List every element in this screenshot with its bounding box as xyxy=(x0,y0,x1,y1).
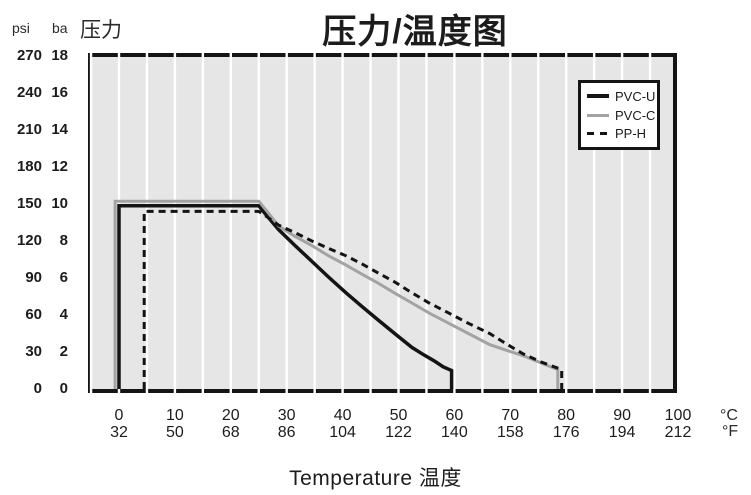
y-axis-unit-psi: psi xyxy=(12,20,30,36)
x-tick-fahrenheit: 50 xyxy=(165,424,184,441)
y-tick-psi: 240 xyxy=(16,84,42,101)
legend-label: PP-H xyxy=(615,126,647,142)
x-tick-fahrenheit: 212 xyxy=(664,424,692,441)
y-axis-title: 压力 xyxy=(80,19,122,42)
x-tick-celsius: 40 xyxy=(333,407,352,424)
x-tick-fahrenheit: 86 xyxy=(277,424,296,441)
y-axis-unit-bar: ba xyxy=(52,20,68,36)
y-tick-bar: 16 xyxy=(51,84,68,101)
y-tick-bar: 18 xyxy=(51,47,68,64)
legend-item-pvc-u: PVC-U xyxy=(587,89,655,104)
y-tick-psi: 120 xyxy=(16,232,42,249)
y-tick-bar: 2 xyxy=(59,343,68,360)
legend: PVC-U PVC-C PP-H xyxy=(578,80,660,150)
y-tick-bar: 10 xyxy=(51,195,68,212)
x-axis-unit-fahrenheit: °F xyxy=(722,423,739,440)
x-tick-celsius: 10 xyxy=(165,407,184,424)
x-tick-fahrenheit: 158 xyxy=(496,424,524,441)
y-tick-psi: 270 xyxy=(16,47,42,64)
y-tick-psi: 0 xyxy=(33,380,42,397)
x-tick-celsius: 70 xyxy=(501,407,520,424)
y-tick-bar: 4 xyxy=(59,306,68,323)
x-tick-fahrenheit: 176 xyxy=(552,424,580,441)
y-tick-psi: 60 xyxy=(25,306,42,323)
pp-h-line-sample-icon xyxy=(587,132,609,136)
y-tick-psi: 150 xyxy=(16,195,42,212)
x-tick-celsius: 90 xyxy=(613,407,631,424)
y-tick-psi: 30 xyxy=(25,343,42,360)
legend-item-pp-h: PP-H xyxy=(587,126,651,141)
x-tick-fahrenheit: 104 xyxy=(329,424,356,441)
x-tick-celsius: 20 xyxy=(221,407,240,424)
series-line-pvc-c xyxy=(113,199,560,389)
pvc-u-line-sample-icon xyxy=(587,94,609,99)
series-line-pp-h xyxy=(142,209,564,389)
y-tick-bar: 14 xyxy=(51,121,68,138)
x-tick-celsius: 100 xyxy=(664,407,692,424)
x-axis-unit-celsius: °C xyxy=(720,407,738,424)
x-tick-celsius: 30 xyxy=(277,407,296,424)
x-tick-celsius: 0 xyxy=(114,407,124,424)
x-tick-celsius: 60 xyxy=(445,407,464,424)
x-axis-title: Temperature 温度 xyxy=(289,467,462,490)
series-line-pvc-u xyxy=(117,204,454,389)
y-tick-psi: 210 xyxy=(16,121,42,138)
legend-label: PVC-U xyxy=(615,88,656,104)
y-tick-bar: 12 xyxy=(51,158,68,175)
x-tick-celsius: 80 xyxy=(557,407,576,424)
x-tick-fahrenheit: 122 xyxy=(385,424,412,441)
y-tick-bar: 0 xyxy=(59,380,68,397)
y-tick-psi: 180 xyxy=(16,158,42,175)
legend-label: PVC-C xyxy=(615,107,656,123)
pvc-c-line-sample-icon xyxy=(587,113,609,117)
x-tick-fahrenheit: 32 xyxy=(110,424,128,441)
y-tick-psi: 90 xyxy=(25,269,42,286)
x-tick-fahrenheit: 140 xyxy=(441,424,468,441)
x-tick-celsius: 50 xyxy=(389,407,408,424)
legend-item-pvc-c: PVC-C xyxy=(587,108,655,123)
x-tick-fahrenheit: 194 xyxy=(608,424,636,441)
page-title: 压力/温度图 xyxy=(322,13,508,51)
x-tick-fahrenheit: 68 xyxy=(221,424,240,441)
y-tick-bar: 8 xyxy=(59,232,68,249)
y-tick-bar: 6 xyxy=(59,269,68,286)
